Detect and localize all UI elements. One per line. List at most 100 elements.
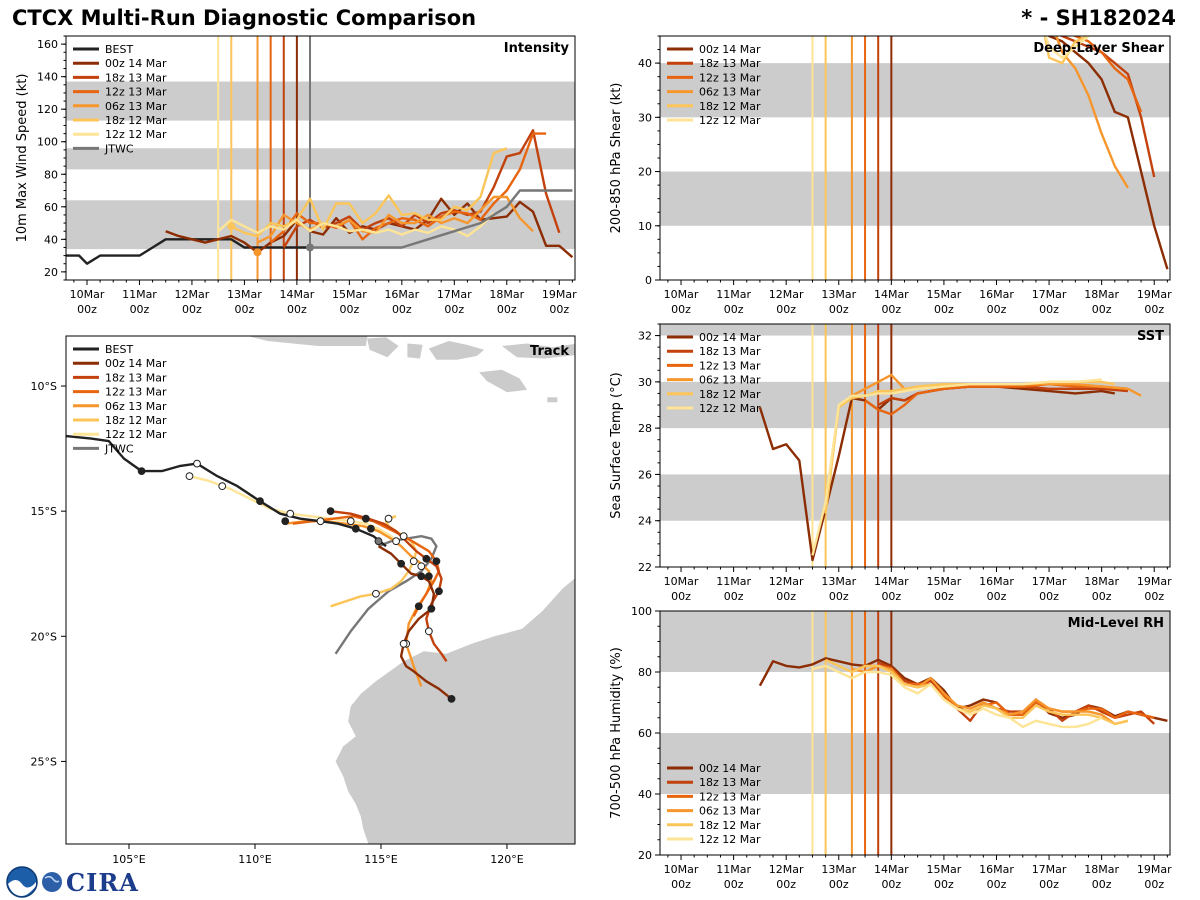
- x-tick-label-time: 00z: [934, 303, 954, 316]
- track-position-dot: [366, 524, 375, 533]
- series-line-18z-12-mar: [825, 658, 1129, 726]
- land-sumbawa: [428, 341, 485, 360]
- legend-label-06z-13-mar: 06z 13 Mar: [699, 374, 761, 387]
- x-tick-label-time: 00z: [934, 590, 954, 603]
- x-tick-label-time: 00z: [497, 303, 517, 316]
- track-position-dot: [374, 537, 383, 546]
- land-java: [247, 336, 368, 346]
- land-lombok: [407, 343, 423, 359]
- x-tick-label-time: 00z: [1039, 590, 1059, 603]
- legend-label-12z-13-mar: 12z 13 Mar: [699, 359, 761, 372]
- track-position-dot: [424, 572, 433, 581]
- axes-frame: [659, 323, 1171, 568]
- x-tick-label-time: 00z: [444, 303, 464, 316]
- lon-tick-label: 120°E: [490, 853, 523, 866]
- legend-label-06z-13-mar: 06z 13 Mar: [105, 100, 167, 113]
- track-position-dot: [399, 532, 408, 541]
- track-position-dot: [218, 482, 227, 491]
- track-position-dot: [137, 467, 146, 476]
- track-position-dot: [417, 572, 426, 581]
- y-tick-label: 40: [638, 57, 652, 70]
- x-tick-label-date: 14Mar: [874, 288, 909, 301]
- y-tick-label: 0: [645, 274, 652, 287]
- x-tick-label-time: 00z: [1144, 590, 1164, 603]
- x-tick-label-date: 12Mar: [769, 288, 804, 301]
- series-line-12z-13-mar: [1072, 36, 1143, 113]
- x-tick-label-time: 00z: [829, 878, 849, 891]
- x-tick-label-date: 17Mar: [1032, 288, 1067, 301]
- panel-intensity: 20 40 60 80 100 120 140 160 10Mar 00z 11Mar 00z 12Ma…: [15, 35, 577, 316]
- legend-label-06z-13-mar: 06z 13 Mar: [699, 805, 761, 818]
- x-tick-label-date: 15Mar: [927, 575, 962, 588]
- legend-label-18z-13-mar: 18z 13 Mar: [105, 371, 167, 384]
- track-position-dot: [384, 514, 393, 523]
- x-tick-label-date: 19Mar: [1137, 575, 1172, 588]
- y-tick-label: 120: [37, 103, 58, 116]
- series-line-06z-13-mar: [1054, 36, 1129, 189]
- track-position-dot: [417, 562, 426, 571]
- x-tick-label-date: 15Mar: [332, 288, 367, 301]
- map-area: [66, 336, 575, 844]
- x-tick-label-date: 13Mar: [821, 575, 856, 588]
- x-tick-label-date: 13Mar: [821, 288, 856, 301]
- panel-sst: 22 24 26 28 30 32 10Mar 00z 11Mar 00z 12Mar 00z 13Ma…: [609, 323, 1172, 603]
- x-tick-label-date: 11Mar: [716, 288, 751, 301]
- legend-label-12z-12-mar: 12z 12 Mar: [699, 402, 761, 415]
- legend-label-18z-12-mar: 18z 12 Mar: [105, 114, 167, 127]
- map-frame: [65, 335, 576, 845]
- x-tick-label-time: 00z: [671, 878, 691, 891]
- track-position-dot: [361, 514, 370, 523]
- plot-area-rh: [660, 611, 1170, 855]
- x-tick-label-time: 00z: [1144, 878, 1164, 891]
- x-tick-label-date: 13Mar: [227, 288, 262, 301]
- lon-tick-label: 110°E: [238, 853, 271, 866]
- legend-label-00z-14-mar: 00z 14 Mar: [105, 57, 167, 70]
- legend-label-00z-14-mar: 00z 14 Mar: [699, 331, 761, 344]
- y-tick-label: 22: [638, 561, 652, 574]
- legend-label-18z-13-mar: 18z 13 Mar: [105, 71, 167, 84]
- y-tick-label: 20: [638, 166, 652, 179]
- x-tick-label-date: 16Mar: [979, 863, 1014, 876]
- x-tick-label-date: 10Mar: [664, 863, 699, 876]
- x-tick-label-time: 00z: [1039, 878, 1059, 891]
- x-tick-label-time: 00z: [776, 303, 796, 316]
- land-bali: [367, 337, 399, 358]
- plot-area-intensity: [66, 36, 575, 280]
- series-line-jtwc: [310, 189, 573, 249]
- y-tick-label: 40: [638, 788, 652, 801]
- legend-label-00z-14-mar: 00z 14 Mar: [699, 762, 761, 775]
- x-tick-label-time: 00z: [287, 303, 307, 316]
- x-tick-label-time: 00z: [1144, 303, 1164, 316]
- series-line-12z-12-mar: [812, 664, 1103, 729]
- track-position-dot: [351, 524, 360, 533]
- plot-area-shear: [660, 36, 1170, 280]
- legend-label-18z-12-mar: 18z 12 Mar: [105, 414, 167, 427]
- cira-wordmark: CIRA: [66, 867, 139, 897]
- y-axis-label: Sea Surface Temp (°C): [609, 372, 624, 519]
- series-line-18z-12-mar: [1043, 36, 1089, 65]
- figure-title: CTCX Multi-Run Diagnostic Comparison: [12, 6, 477, 30]
- legend-label-12z-12-mar: 12z 12 Mar: [105, 128, 167, 141]
- plot-area-sst: [660, 324, 1170, 567]
- series-line-12z-12-mar: [1044, 36, 1090, 59]
- legend-label-best: BEST: [105, 343, 133, 356]
- x-tick-label-time: 00z: [1092, 303, 1112, 316]
- panel-title: Intensity: [504, 41, 570, 56]
- land-flores: [501, 343, 575, 359]
- x-tick-label-date: 15Mar: [927, 288, 962, 301]
- legend-label-06z-13-mar: 06z 13 Mar: [699, 86, 761, 99]
- x-tick-label-date: 18Mar: [1084, 575, 1119, 588]
- x-tick-label-time: 00z: [724, 590, 744, 603]
- storm-id: * - SH182024: [1021, 6, 1176, 30]
- x-tick-label-time: 00z: [776, 878, 796, 891]
- gray-band: [660, 324, 1170, 336]
- y-axis-label: 200-850 hPa Shear (kt): [609, 83, 624, 234]
- legend-label-00z-14-mar: 00z 14 Mar: [699, 43, 761, 56]
- x-tick-label-date: 17Mar: [1032, 575, 1067, 588]
- x-tick-label-date: 12Mar: [769, 575, 804, 588]
- x-tick-label-time: 00z: [987, 303, 1007, 316]
- legend-label-jtwc: JTWC: [104, 142, 134, 155]
- track-line-12z-13-mar: [292, 515, 441, 617]
